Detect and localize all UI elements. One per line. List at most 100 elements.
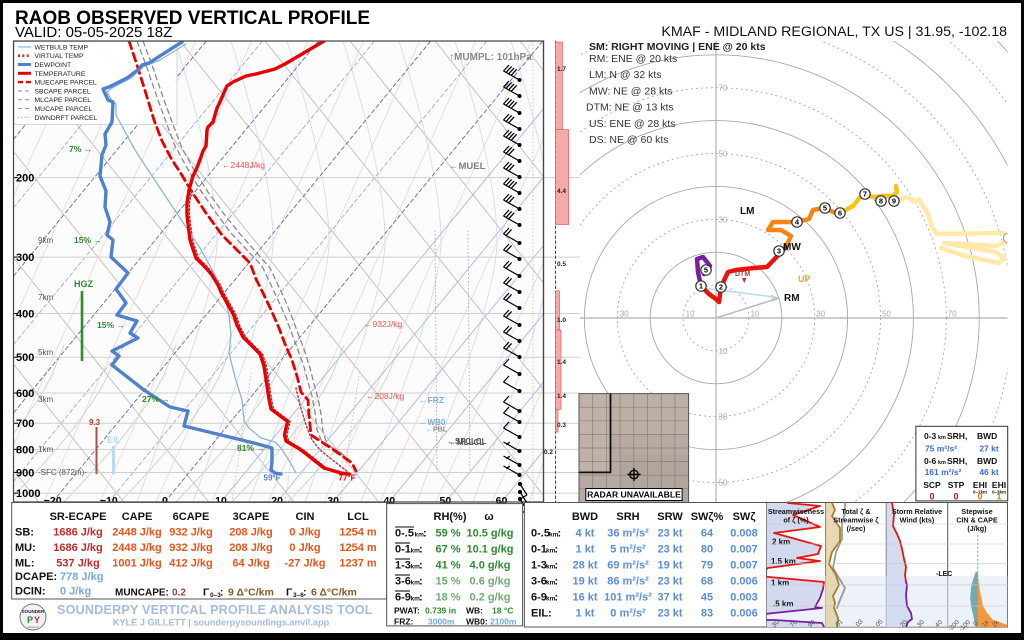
svg-text:9 Δ°C/km: 9 Δ°C/km: [228, 587, 274, 599]
svg-text:SRW: SRW: [657, 511, 683, 523]
svg-text:EHI: EHI: [973, 480, 987, 490]
svg-text:27 kt: 27 kt: [979, 444, 999, 454]
svg-text:RM: RM: [784, 293, 800, 304]
svg-text:200: 200: [16, 173, 34, 185]
svg-text:1.0: 1.0: [557, 317, 566, 324]
svg-text:DEWPOINT: DEWPOINT: [35, 62, 72, 69]
svg-text:0.739 in: 0.739 in: [425, 606, 456, 616]
svg-text:2100m: 2100m: [490, 617, 517, 627]
svg-text:3-6: 3-6: [395, 576, 411, 588]
svg-text:50: 50: [440, 495, 452, 507]
svg-text:0: 0: [162, 495, 168, 507]
svg-text::: :: [423, 528, 427, 540]
svg-text:MLCAPE PARCEL: MLCAPE PARCEL: [35, 97, 92, 104]
svg-text:900: 900: [16, 467, 34, 479]
svg-text:30: 30: [719, 413, 728, 422]
svg-text:5 m²/s²: 5 m²/s²: [610, 544, 646, 556]
svg-text:←WB0: ←WB0: [420, 418, 446, 427]
svg-text:3CAPE: 3CAPE: [233, 511, 270, 523]
svg-text:SWζ: SWζ: [733, 511, 756, 523]
svg-text:←PBL: ←PBL: [426, 427, 448, 434]
svg-text:.01: .01: [833, 618, 845, 630]
svg-text:0.5: 0.5: [557, 261, 566, 268]
svg-text:9km: 9km: [38, 236, 53, 245]
svg-text:9: 9: [892, 197, 896, 206]
svg-text:←2448J/kg: ←2448J/kg: [222, 160, 265, 170]
svg-text:37 kt: 37 kt: [657, 592, 682, 604]
svg-text:0–3km: 0–3km: [992, 490, 1006, 495]
svg-text:DWNDRFT PARCEL: DWNDRFT PARCEL: [35, 115, 98, 122]
svg-text:7: 7: [863, 190, 867, 199]
svg-text:23 kt: 23 kt: [657, 608, 682, 620]
svg-text::: :: [419, 560, 423, 572]
svg-text:SRH,: SRH,: [947, 431, 967, 441]
svg-text:70: 70: [789, 619, 799, 629]
svg-text:(/sec): (/sec): [847, 524, 866, 533]
svg-text:STP: STP: [948, 480, 965, 490]
svg-text:Streamwiseness: Streamwiseness: [768, 507, 824, 516]
svg-text:WETBULB TEMP: WETBULB TEMP: [35, 44, 89, 51]
svg-text:537 J/kg: 537 J/kg: [56, 558, 99, 570]
svg-text:US: ENE @ 28 kts: US: ENE @ 28 kts: [589, 118, 676, 130]
svg-text:5: 5: [704, 266, 708, 275]
svg-text:VALID: 05-05-2025 18Z: VALID: 05-05-2025 18Z: [15, 24, 172, 41]
svg-text:of ζ (%): of ζ (%): [783, 516, 809, 525]
svg-text:23 kt: 23 kt: [657, 544, 682, 556]
svg-text:0-6: 0-6: [924, 456, 937, 466]
svg-text:10: 10: [750, 310, 759, 319]
svg-text:161 m²/s²: 161 m²/s²: [925, 467, 962, 477]
svg-text:SCP: SCP: [923, 480, 941, 490]
svg-text:1 kt: 1 kt: [576, 544, 595, 556]
svg-text:0.2: 0.2: [172, 588, 186, 599]
svg-text:DS: NE @ 60 kts: DS: NE @ 60 kts: [589, 134, 669, 146]
svg-text:km: km: [415, 532, 425, 539]
svg-text:1.7: 1.7: [557, 66, 566, 73]
svg-text:km: km: [411, 596, 421, 603]
svg-text:Γ: Γ: [203, 587, 210, 599]
svg-text:SB:: SB:: [15, 527, 34, 539]
svg-text:Wind (kts): Wind (kts): [900, 516, 935, 525]
svg-text:80: 80: [701, 544, 713, 556]
svg-text:MUECAPE PARCEL: MUECAPE PARCEL: [35, 80, 97, 87]
svg-text:2: 2: [719, 283, 723, 292]
svg-text::: :: [555, 560, 559, 572]
svg-text:←932J/kg: ←932J/kg: [364, 319, 403, 329]
svg-text:1000: 1000: [16, 488, 40, 500]
svg-text:DTM: NE @ 13 kts: DTM: NE @ 13 kts: [586, 102, 674, 114]
svg-text::: :: [303, 587, 307, 599]
svg-text::: :: [558, 528, 562, 540]
svg-text:0.006: 0.006: [730, 608, 758, 620]
svg-text:10: 10: [719, 347, 728, 356]
svg-text:59 %: 59 %: [435, 528, 460, 540]
svg-text:40: 40: [934, 619, 944, 629]
svg-text:↑MUMPL: 101hPa: ↑MUMPL: 101hPa: [449, 52, 532, 63]
svg-text:km: km: [546, 580, 556, 587]
svg-text:vert-prof: vert-prof: [27, 625, 38, 629]
svg-text:MUNCAPE:: MUNCAPE:: [115, 588, 169, 599]
svg-text:CIN: CIN: [296, 511, 315, 523]
svg-text:6-9: 6-9: [531, 592, 547, 604]
svg-text:←SFCLCL: ←SFCLCL: [447, 437, 487, 446]
svg-text:LM: N @ 32 kts: LM: N @ 32 kts: [589, 69, 662, 81]
svg-text::: :: [419, 544, 423, 556]
svg-text:RM: ENE @ 20 kts: RM: ENE @ 20 kts: [589, 53, 677, 65]
svg-text:19 kt: 19 kt: [572, 576, 597, 588]
svg-text:0.007: 0.007: [730, 544, 758, 556]
svg-text:-SFC (872m)-: -SFC (872m)-: [38, 468, 87, 477]
svg-text:SOUNDER: SOUNDER: [22, 609, 45, 614]
svg-text:km: km: [411, 564, 421, 571]
svg-text:1-3: 1-3: [395, 560, 411, 572]
svg-text:SWζ%: SWζ%: [691, 511, 724, 523]
svg-text:7km: 7km: [38, 293, 53, 302]
svg-text:.5 km: .5 km: [773, 600, 793, 609]
svg-text:0: 0: [972, 620, 980, 628]
svg-text:ω: ω: [484, 511, 493, 523]
svg-text:EHI: EHI: [992, 480, 1006, 490]
svg-text:.05: .05: [873, 618, 885, 630]
svg-text:0.2 g/kg: 0.2 g/kg: [470, 592, 511, 604]
svg-text:0.006: 0.006: [730, 576, 758, 588]
svg-text:-27 J/kg: -27 J/kg: [285, 558, 326, 570]
svg-text:0.003: 0.003: [730, 592, 758, 604]
svg-text:1686 J/kg: 1686 J/kg: [53, 527, 103, 539]
svg-text::: :: [548, 608, 552, 620]
